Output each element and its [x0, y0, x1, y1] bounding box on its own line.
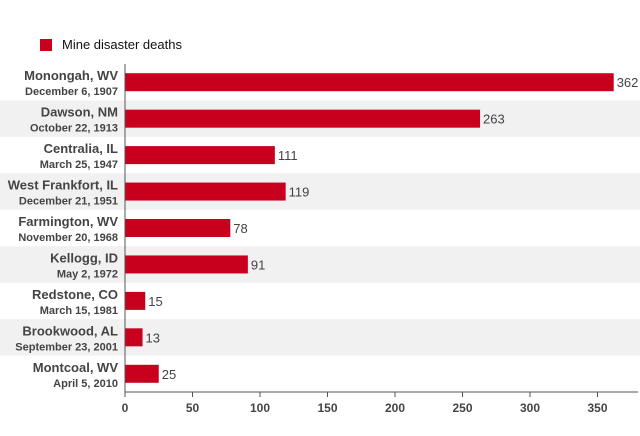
- bar: [125, 291, 146, 310]
- category-label: Dawson, NM: [41, 105, 118, 120]
- bar: [125, 219, 231, 237]
- legend: Mine disaster deaths: [40, 37, 182, 52]
- x-tick-label: 250: [452, 401, 472, 415]
- bar: [125, 328, 143, 347]
- bar: [125, 146, 275, 165]
- category-date: March 15, 1981: [40, 305, 118, 317]
- x-tick-label: 100: [250, 401, 270, 415]
- category-label: Redstone, CO: [32, 287, 118, 302]
- category-date: December 21, 1951: [19, 196, 118, 208]
- row-band: [0, 173, 640, 210]
- category-label: Montcoal, WV: [33, 360, 119, 375]
- category-date: October 22, 1913: [30, 123, 118, 135]
- legend-swatch: [40, 38, 52, 51]
- value-label: 15: [148, 294, 162, 309]
- row-band: [0, 246, 640, 283]
- category-label: Centralia, IL: [44, 141, 118, 156]
- x-tick-label: 300: [520, 401, 540, 415]
- category-label: Monongah, WV: [24, 68, 118, 83]
- category-label: Kellogg, ID: [50, 250, 118, 265]
- value-label: 111: [278, 148, 298, 163]
- bar: [125, 109, 481, 128]
- category-date: March 25, 1947: [40, 159, 118, 171]
- x-tick-label: 350: [587, 401, 607, 415]
- category-label: Farmington, WV: [18, 214, 118, 229]
- value-label: 362: [617, 75, 639, 90]
- category-date: April 5, 2010: [53, 378, 118, 390]
- category-date: May 2, 1972: [57, 268, 118, 280]
- bar: [125, 73, 614, 92]
- x-tick-label: 150: [317, 401, 337, 415]
- x-tick-label: 200: [385, 401, 405, 415]
- value-label: 13: [146, 330, 160, 345]
- bar: [125, 182, 286, 201]
- category-date: November 20, 1968: [18, 232, 118, 244]
- value-label: 78: [233, 221, 247, 236]
- category-label: West Frankfort, IL: [8, 178, 118, 193]
- legend-label: Mine disaster deaths: [62, 37, 182, 52]
- category-date: September 23, 2001: [15, 341, 118, 353]
- value-label: 119: [289, 185, 310, 200]
- value-label: 263: [483, 112, 505, 127]
- x-tick-label: 50: [186, 401, 200, 415]
- bar: [125, 255, 248, 274]
- category-label: Brookwood, AL: [22, 323, 118, 338]
- value-label: 25: [162, 367, 176, 382]
- row-band: [0, 319, 640, 356]
- x-tick-label: 0: [122, 401, 129, 415]
- bar: [125, 364, 159, 383]
- category-date: December 6, 1907: [25, 86, 118, 98]
- value-label: 91: [251, 257, 265, 272]
